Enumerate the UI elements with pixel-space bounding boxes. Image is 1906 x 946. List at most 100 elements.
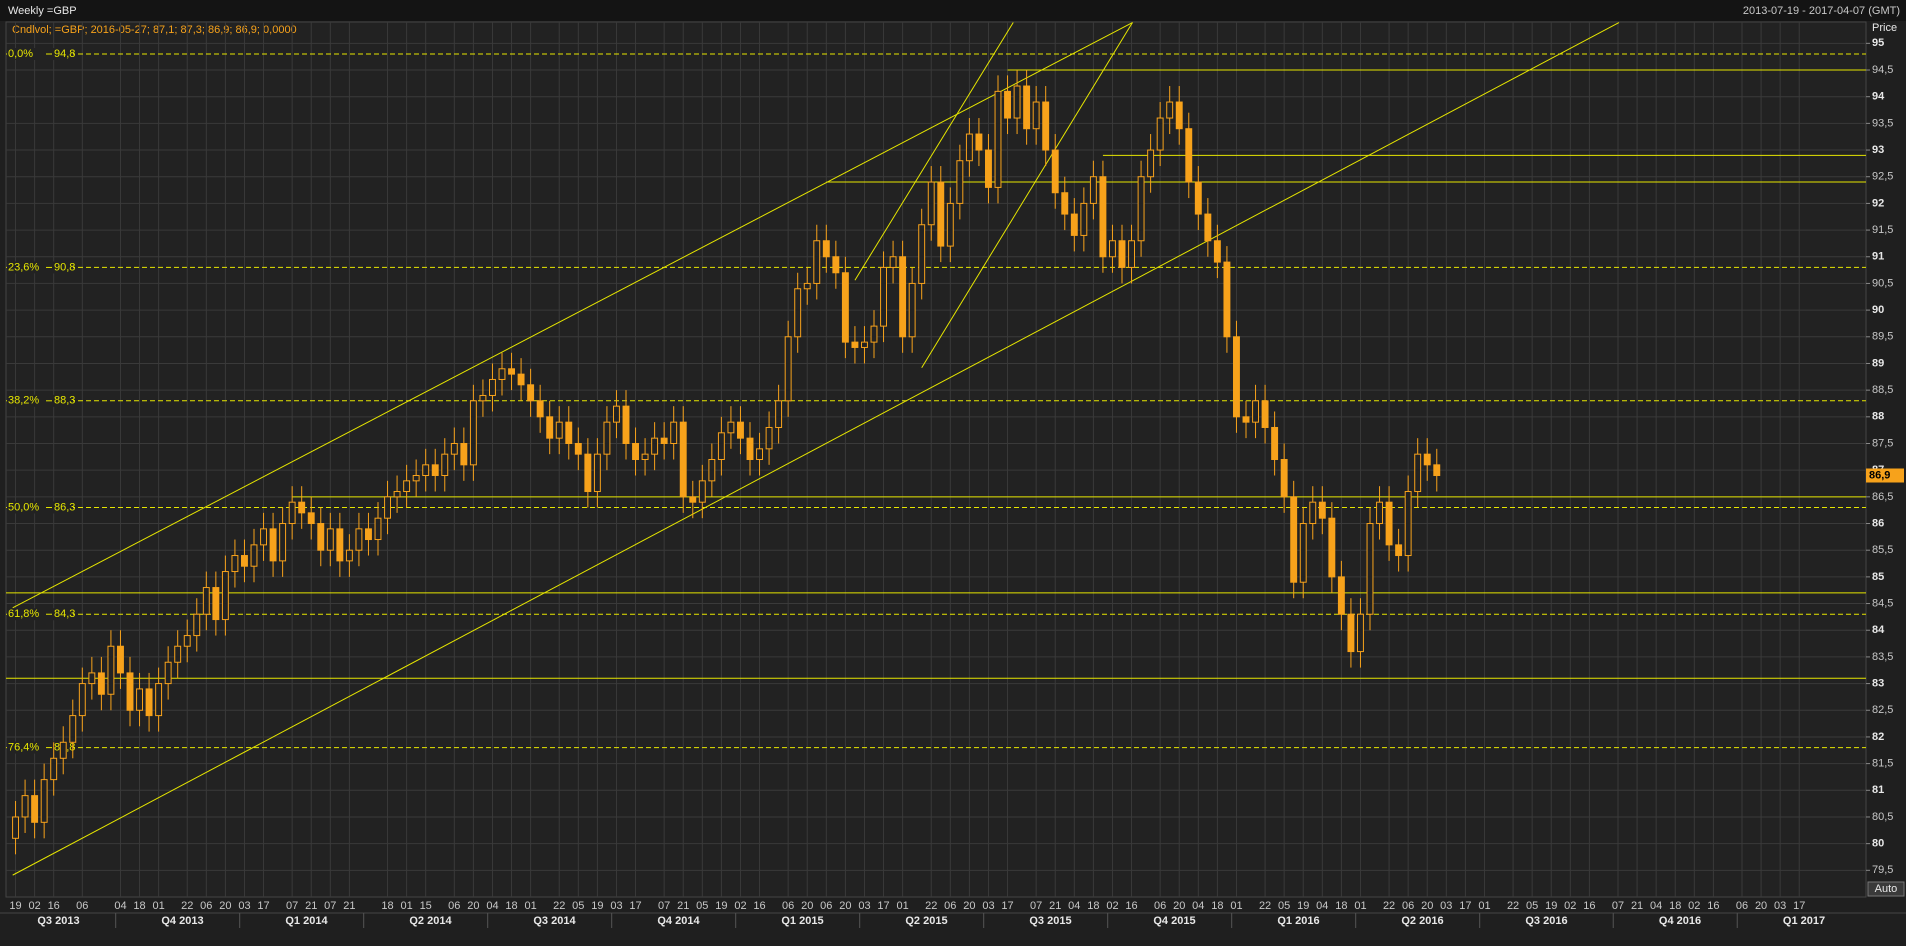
x-tick-label: 06 — [820, 900, 832, 912]
candle-body — [231, 555, 239, 573]
x-tick-label: 01 — [1478, 900, 1490, 912]
x-tick-label: 02 — [1688, 900, 1700, 912]
fib-level: 61,8% — [8, 608, 39, 620]
candle-body — [1290, 496, 1298, 583]
candle-body — [1328, 517, 1336, 578]
candle-body — [1061, 192, 1069, 215]
candle-body — [1347, 613, 1355, 653]
x-tick-label: 01 — [400, 900, 412, 912]
candle-body — [803, 282, 811, 290]
scale-button[interactable] — [1867, 881, 1905, 897]
quarter-label: Q4 2015 — [1153, 915, 1195, 927]
candle-body — [1166, 101, 1174, 119]
candle-body — [1004, 90, 1011, 119]
fib-level: 38,2% — [8, 395, 39, 407]
candle-body — [241, 555, 248, 567]
candle-body — [870, 325, 878, 343]
x-tick-label: 02 — [1564, 900, 1576, 912]
fib-price: 84,3 — [54, 608, 75, 620]
candle-body — [508, 368, 515, 375]
x-tick-label: 20 — [801, 900, 813, 912]
candle-body — [1299, 523, 1307, 583]
candle-body — [97, 672, 105, 695]
y-tick-label: 89 — [1872, 357, 1884, 369]
x-tick-label: 18 — [381, 900, 393, 912]
y-tick-label: 90 — [1872, 304, 1884, 316]
candle-body — [546, 416, 554, 439]
x-tick-label: 03 — [982, 900, 994, 912]
candle-body — [1204, 213, 1212, 242]
x-tick-label: 19 — [1545, 900, 1557, 912]
fib-label-bg — [7, 394, 73, 407]
y-tick-label: 88 — [1872, 411, 1884, 423]
candle-body — [880, 266, 887, 327]
x-tick-label: 18 — [133, 900, 145, 912]
candle-body — [1051, 149, 1059, 194]
x-tick-label: 06 — [448, 900, 460, 912]
x-tick-label: 18 — [1335, 900, 1347, 912]
x-tick-label: 05 — [572, 900, 584, 912]
candle-body — [965, 133, 973, 162]
candle-body — [1252, 400, 1259, 423]
x-tick-label: 22 — [1383, 900, 1395, 912]
x-tick-label: 03 — [238, 900, 250, 912]
y-tick-label: 94 — [1872, 91, 1885, 103]
candle-body — [1309, 501, 1317, 525]
x-tick-label: 19 — [715, 900, 727, 912]
candle-body — [660, 437, 668, 444]
quarter-label: Q3 2016 — [1525, 915, 1567, 927]
y-tick-label: 85 — [1872, 571, 1884, 583]
candle-body — [536, 400, 544, 418]
candle-body — [1223, 261, 1231, 338]
fib-label-bg — [7, 261, 73, 274]
candle-body — [593, 453, 601, 493]
candle-body — [584, 453, 592, 493]
scale-button-label[interactable]: Auto — [1875, 883, 1898, 895]
candle-body — [1194, 181, 1202, 215]
plot-area — [5, 21, 1867, 898]
date-range: 2013-07-19 - 2017-04-07 (GMT) — [1743, 5, 1900, 17]
candle-body — [384, 496, 391, 519]
candle-body — [212, 587, 220, 621]
x-tick-label: 18 — [1669, 900, 1681, 912]
candle-body — [1213, 240, 1221, 263]
candle-body — [126, 672, 134, 711]
candle-body — [565, 421, 573, 444]
x-tick-label: 20 — [467, 900, 479, 912]
axes: 79,5 80 80,5 81 81,5 82 82,5 83 83,5 84 84,5 85 85,5… — [0, 37, 1906, 928]
quarter-label: Q1 2017 — [1783, 915, 1825, 927]
candle-body — [412, 475, 420, 482]
candle-body — [670, 421, 678, 444]
y-tick-label: 93 — [1872, 144, 1884, 156]
candle-body — [1109, 240, 1116, 258]
y-axis-label: Price — [1872, 22, 1897, 34]
candle-body — [1128, 240, 1135, 268]
y-tick-label: 83,5 — [1872, 651, 1893, 663]
x-tick-label: 06 — [1154, 900, 1166, 912]
y-tick-label: 91,5 — [1872, 224, 1893, 236]
candle-body — [269, 528, 277, 562]
y-tick-label: 89,5 — [1872, 331, 1893, 343]
candle-body — [1395, 544, 1403, 557]
candle-body — [174, 645, 182, 663]
x-tick-label: 06 — [76, 900, 88, 912]
x-tick-label: 03 — [858, 900, 870, 912]
x-tick-label: 20 — [1755, 900, 1767, 912]
candle-body — [1423, 453, 1431, 466]
x-tick-label: 20 — [1173, 900, 1185, 912]
candle-body — [946, 202, 954, 247]
candle-body — [155, 683, 163, 717]
fib-level: 23,6% — [8, 261, 39, 273]
x-tick-label: 05 — [1526, 900, 1538, 912]
candle-body — [21, 795, 29, 818]
candle-body — [1261, 400, 1269, 428]
candle-body — [1404, 491, 1412, 557]
quarter-label: Q4 2016 — [1659, 915, 1701, 927]
quarter-label: Q1 2014 — [285, 915, 328, 927]
y-tick-label: 85,5 — [1872, 544, 1893, 556]
quarter-label: Q2 2014 — [409, 915, 452, 927]
x-tick-label: 03 — [1440, 900, 1452, 912]
x-tick-label: 17 — [877, 900, 889, 912]
x-tick-label: 17 — [1459, 900, 1471, 912]
